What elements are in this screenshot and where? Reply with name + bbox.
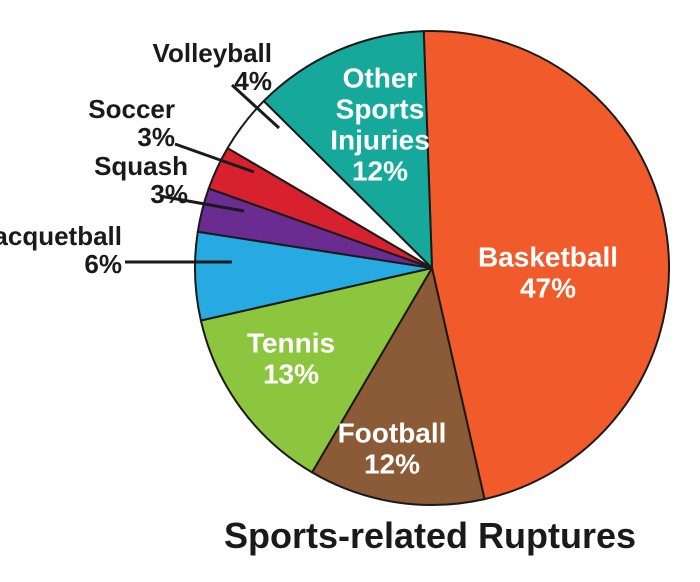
- leader-line-squash: [159, 194, 245, 213]
- slice-label-racquetball: Racquetball6%: [0, 221, 122, 279]
- slice-label-basketball: Basketball 47%: [478, 242, 618, 304]
- slice-label-football: Football 12%: [338, 418, 447, 480]
- leader-lines: [125, 83, 281, 264]
- leader-line-soccer: [174, 142, 255, 174]
- slice-label-soccer: Soccer 3%: [88, 94, 175, 152]
- slice-label-volleyball: Volleyball 4%: [153, 38, 272, 96]
- pie-slice-football: [311, 267, 486, 506]
- pie-slice-other-sports-injuries: [262, 30, 433, 269]
- slice-label-tennis: Tennis 13%: [247, 328, 335, 390]
- pie-slice-tennis: [199, 267, 433, 474]
- chart-title: Sports-related Ruptures: [224, 515, 636, 556]
- pie-slice-basketball: [422, 30, 671, 501]
- slice-label-squash: Squash 3%: [94, 151, 188, 209]
- leader-line-volleyball: [230, 83, 281, 130]
- pie-slices: [194, 30, 671, 506]
- slice-label-other-sports-injuries: Other Sports Injuries 12%: [330, 63, 430, 187]
